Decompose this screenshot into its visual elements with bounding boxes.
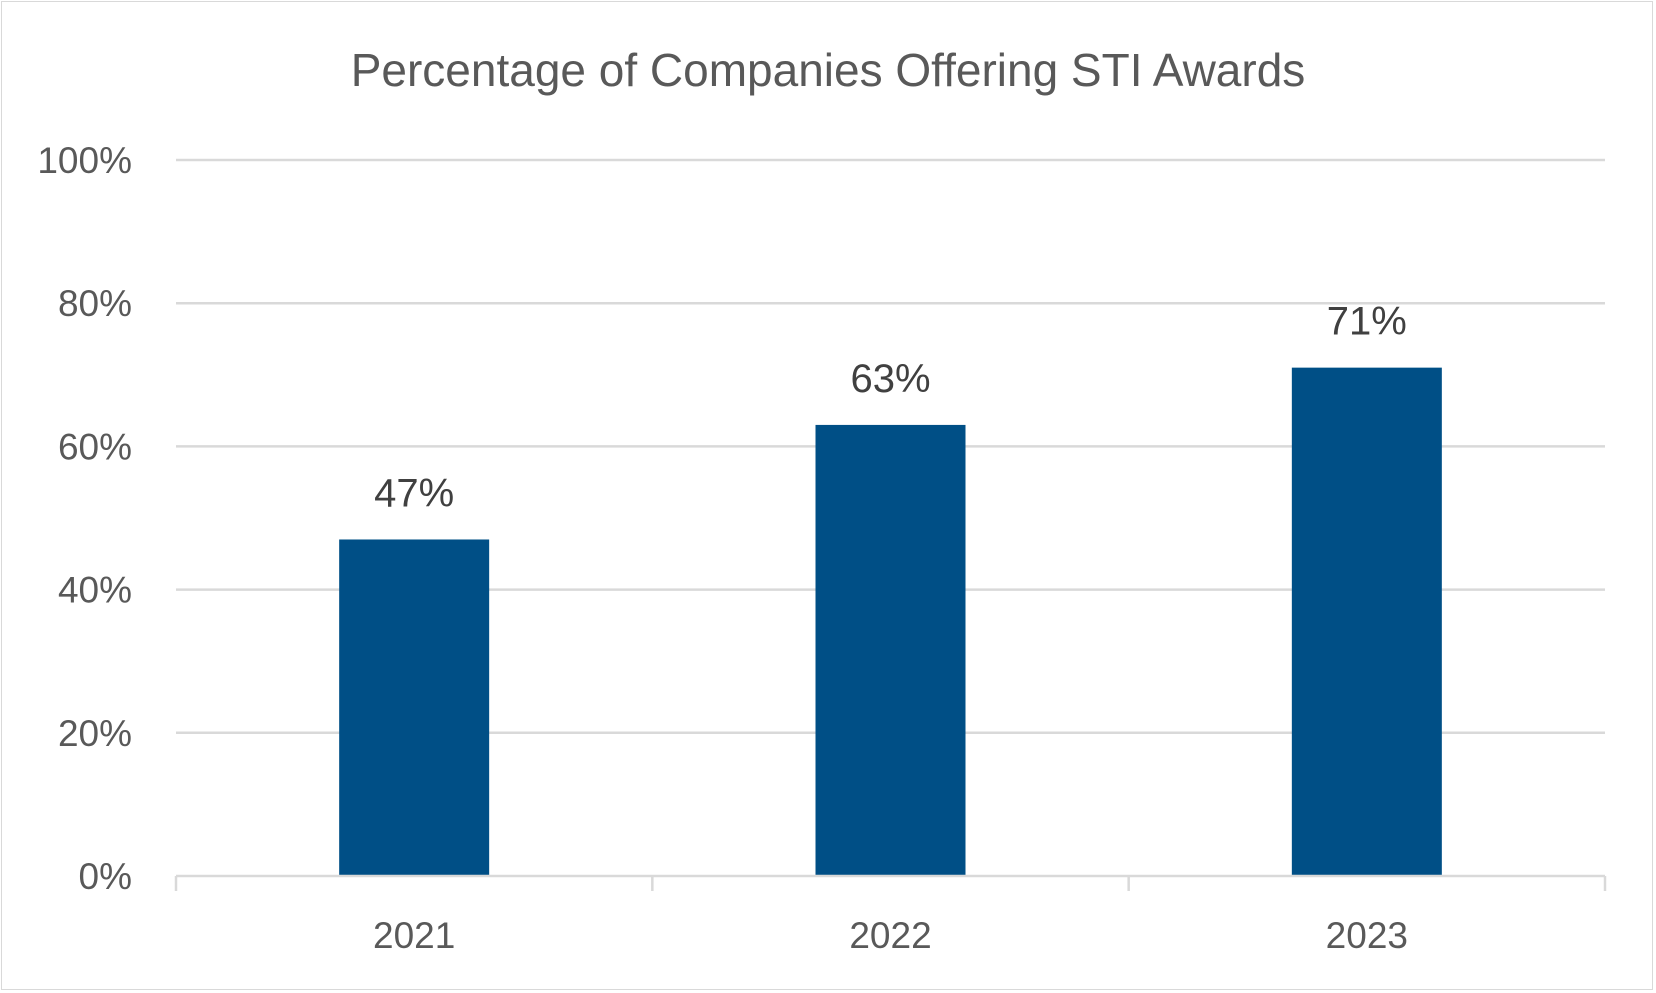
data-label-2021: 47% xyxy=(374,471,454,515)
x-tick-label-2022: 2022 xyxy=(849,915,931,956)
x-tick-label-2023: 2023 xyxy=(1326,915,1408,956)
x-axis-tick-labels: 2021 2022 2023 xyxy=(373,915,1408,956)
y-tick-label: 60% xyxy=(58,426,132,467)
chart-title: Percentage of Companies Offering STI Awa… xyxy=(351,44,1306,96)
bar-2022 xyxy=(815,424,966,876)
data-label-2022: 63% xyxy=(850,357,930,401)
y-tick-label: 100% xyxy=(37,140,132,181)
data-label-2023: 71% xyxy=(1327,300,1407,344)
bar-2023 xyxy=(1291,367,1442,876)
y-tick-label: 80% xyxy=(58,283,132,324)
bar-2021 xyxy=(339,539,490,876)
data-labels: 47% 63% 71% xyxy=(374,300,1407,516)
y-tick-label: 0% xyxy=(79,856,132,897)
y-tick-label: 40% xyxy=(58,570,132,611)
x-tick-label-2021: 2021 xyxy=(373,915,455,956)
y-tick-label: 20% xyxy=(58,713,132,754)
y-axis-tick-labels: 0% 20% 40% 60% 80% 100% xyxy=(37,140,132,897)
bars xyxy=(339,367,1442,876)
x-axis xyxy=(174,874,1607,891)
